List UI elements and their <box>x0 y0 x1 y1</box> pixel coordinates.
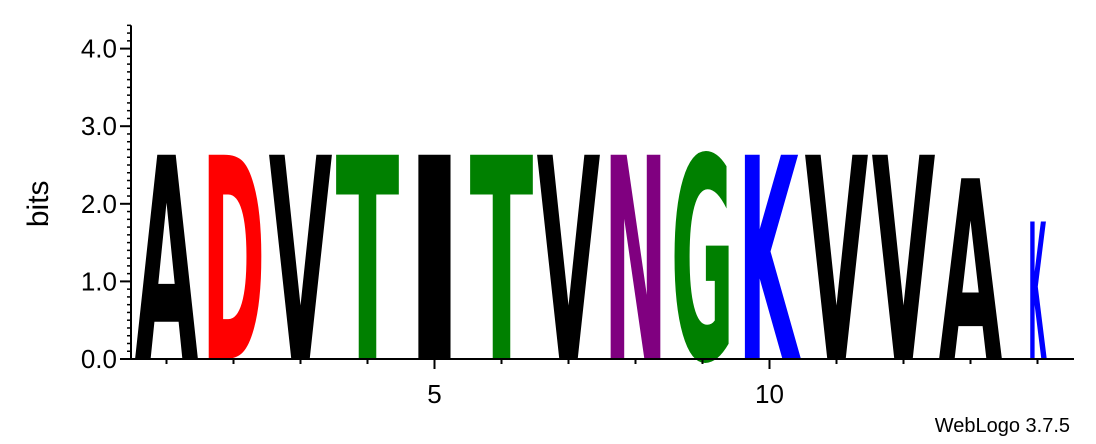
x-axis: 5 10 <box>131 358 1074 409</box>
logo-letter-d: D <box>202 100 266 426</box>
logo-letter-t: T <box>470 100 534 426</box>
x-tick-label: 5 <box>427 379 441 409</box>
logo-letter-n: N <box>604 100 668 426</box>
logo-letter-v: V <box>805 98 869 425</box>
logo-letter-i: I <box>403 99 467 425</box>
logo-letter-v: V <box>872 98 936 425</box>
logo-letter-k: K <box>738 99 801 426</box>
y-tick-label: 2.0 <box>81 189 117 219</box>
logo-letter-v: V <box>269 98 333 425</box>
y-axis: 0.0 1.0 2.0 3.0 4.0 <box>81 24 132 374</box>
logo-letter-v: V <box>537 98 601 425</box>
x-tick-label: 10 <box>755 379 784 409</box>
logo-letter-g: G <box>671 100 735 426</box>
weblogo-credit: WebLogo 3.7.5 <box>934 415 1070 437</box>
logo-letter-a: A <box>939 129 1003 418</box>
y-tick-label: 0.0 <box>81 344 117 374</box>
y-tick-label: 3.0 <box>81 111 117 141</box>
logo-letter-a: A <box>135 98 199 425</box>
logo-letter-t: T <box>336 100 400 426</box>
y-tick-label: 1.0 <box>81 266 117 296</box>
logo-letter-k: K <box>1028 184 1047 404</box>
y-tick-label: 4.0 <box>81 34 117 64</box>
y-axis-title: bits <box>22 180 55 227</box>
